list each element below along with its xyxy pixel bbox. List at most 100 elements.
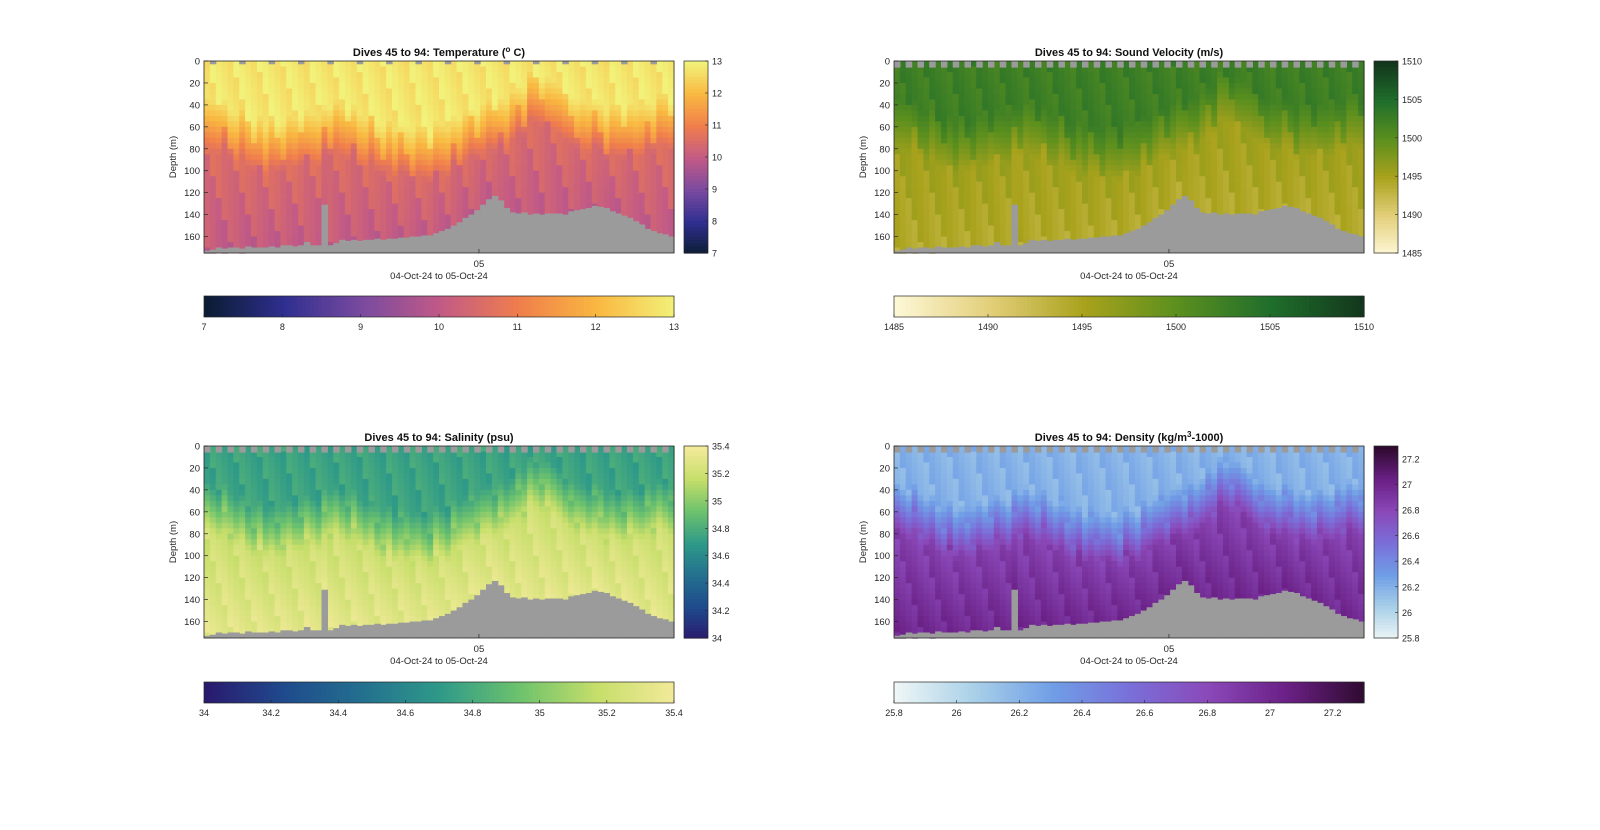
- heatmap-cell: [491, 176, 499, 183]
- heatmap-cell: [1170, 99, 1177, 106]
- heatmap-cell: [315, 209, 323, 216]
- heatmap-cell: [1264, 148, 1271, 155]
- heatmap-cell: [533, 99, 540, 106]
- heatmap-cell: [239, 220, 246, 227]
- heatmap-cell: [668, 88, 675, 95]
- heatmap-cell: [1270, 203, 1277, 210]
- heatmap-cell: [480, 104, 487, 111]
- heatmap-cell: [1170, 143, 1177, 150]
- heatmap-cell: [403, 148, 411, 155]
- heatmap-cell: [1275, 121, 1283, 128]
- heatmap-cell: [439, 93, 446, 100]
- heatmap-cell: [668, 181, 675, 188]
- heatmap-cell: [941, 115, 948, 122]
- heatmap-cell: [905, 66, 913, 73]
- heatmap-cell: [456, 187, 464, 194]
- y-tick-label: 60: [189, 122, 200, 133]
- heatmap-cell: [274, 159, 281, 166]
- heatmap-cell: [1223, 187, 1230, 194]
- heatmap-cell: [935, 99, 942, 106]
- heatmap-cell: [368, 126, 375, 133]
- heatmap-cell: [1293, 126, 1300, 133]
- heatmap-cell: [556, 104, 563, 111]
- heatmap-cell: [662, 220, 669, 227]
- heatmap-cell: [982, 88, 989, 95]
- heatmap-cell: [662, 137, 669, 144]
- heatmap-cell: [1275, 198, 1283, 205]
- heatmap-cell: [644, 132, 652, 139]
- heatmap-cell: [1070, 148, 1077, 155]
- heatmap-cell: [1270, 170, 1277, 177]
- heatmap-cell: [286, 225, 293, 232]
- seafloor-cell: [497, 200, 505, 253]
- heatmap-cell: [233, 99, 240, 106]
- heatmap-cell: [627, 126, 634, 133]
- heatmap-cell: [911, 137, 919, 144]
- heatmap-cell: [556, 115, 563, 122]
- heatmap-cell: [1093, 88, 1101, 95]
- heatmap-cell: [538, 132, 546, 139]
- heatmap-cell: [638, 165, 646, 172]
- heatmap-cell: [1152, 154, 1159, 161]
- heatmap-cell: [1134, 225, 1142, 232]
- heatmap-cell: [1199, 176, 1206, 183]
- heatmap-cell: [480, 126, 487, 133]
- heatmap-cell: [1223, 110, 1230, 117]
- heatmap-cell: [905, 71, 913, 79]
- heatmap-cell: [374, 110, 381, 117]
- heatmap-cell: [509, 148, 516, 155]
- heatmap-cell: [1246, 99, 1253, 106]
- heatmap-cell: [621, 93, 628, 100]
- heatmap-cell: [650, 220, 657, 227]
- heatmap-cell: [1052, 170, 1060, 177]
- heatmap-cell: [409, 71, 417, 79]
- heatmap-cell: [268, 143, 276, 150]
- heatmap-cell: [568, 187, 575, 194]
- heatmap-cell: [1082, 148, 1089, 155]
- heatmap-cell: [292, 192, 299, 199]
- heatmap-cell: [999, 231, 1007, 238]
- heatmap-cell: [644, 165, 652, 172]
- colorbar-swatch: [662, 296, 667, 317]
- heatmap-cell: [1205, 159, 1212, 166]
- heatmap-cell: [1217, 104, 1224, 111]
- heatmap-cell: [415, 115, 422, 122]
- heatmap-cell: [668, 71, 675, 79]
- heatmap-cell: [1011, 148, 1018, 155]
- heatmap-cell: [976, 93, 983, 100]
- heatmap-cell: [415, 154, 422, 161]
- heatmap-cell: [409, 93, 417, 100]
- heatmap-cell: [345, 209, 352, 216]
- heatmap-cell: [923, 61, 930, 68]
- heatmap-cell: [321, 104, 328, 111]
- heatmap-cell: [538, 192, 546, 199]
- heatmap-cell: [315, 66, 323, 73]
- heatmap-cell: [533, 137, 540, 144]
- heatmap-cell: [239, 231, 246, 238]
- heatmap-cell: [999, 115, 1007, 122]
- heatmap-cell: [1046, 88, 1054, 95]
- heatmap-cell: [433, 148, 440, 155]
- heatmap-cell: [262, 143, 270, 150]
- heatmap-cell: [591, 121, 599, 128]
- heatmap-cell: [638, 104, 646, 111]
- heatmap-cell: [917, 209, 924, 216]
- heatmap-cell: [958, 214, 966, 221]
- heatmap-cell: [1099, 165, 1107, 172]
- heatmap-cell: [486, 104, 493, 111]
- heatmap-cell: [1029, 176, 1036, 183]
- heatmap-cell: [1193, 132, 1201, 139]
- heatmap-cell: [298, 192, 305, 199]
- heatmap-cell: [1011, 93, 1018, 100]
- heatmap-cell: [1258, 66, 1265, 73]
- heatmap-cell: [1193, 165, 1201, 172]
- heatmap-cell: [444, 88, 452, 95]
- heatmap-cell: [946, 209, 954, 216]
- heatmap-cell: [521, 137, 528, 144]
- heatmap-cell: [1228, 137, 1236, 144]
- heatmap-cell: [251, 115, 258, 122]
- heatmap-cell: [1029, 126, 1036, 133]
- heatmap-cell: [1070, 192, 1077, 199]
- heatmap-cell: [1082, 93, 1089, 100]
